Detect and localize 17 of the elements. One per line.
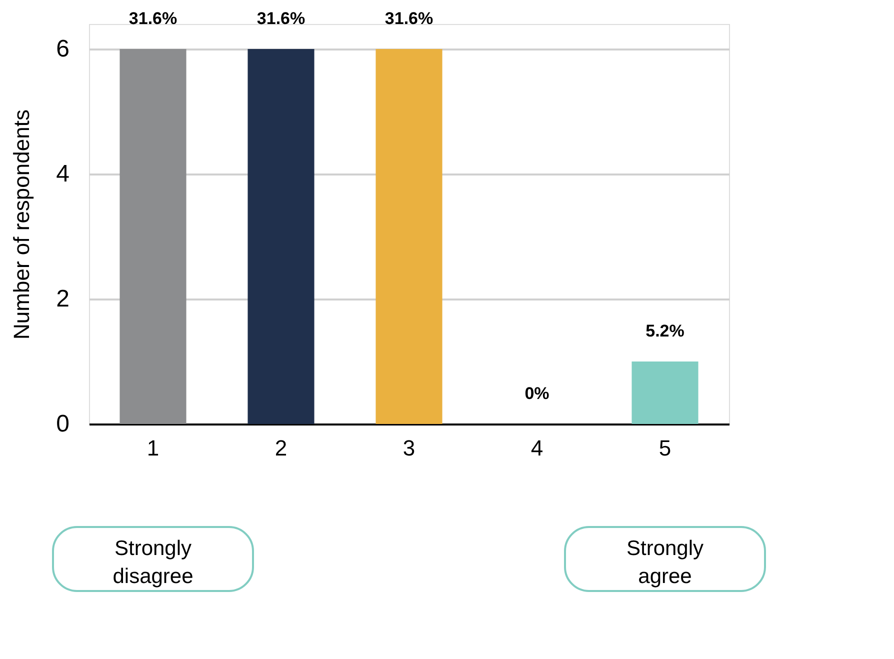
annotation: 31.6% <box>256 9 306 28</box>
y-axis-title: Number of respondents <box>9 110 34 340</box>
x-tick-label: 1 <box>146 436 160 460</box>
x-tick-label: 5 <box>658 436 672 460</box>
text: Strongly agree <box>626 537 704 588</box>
annotation: 31.6% <box>128 9 178 28</box>
annotation: 31.6% <box>384 9 434 28</box>
y-tick-label: 6 <box>56 36 70 62</box>
x-tick-label: 2 <box>274 436 288 460</box>
x-tick-label: 4 <box>530 436 544 460</box>
annotation: 0% <box>524 384 550 403</box>
text: Strongly disagree <box>112 537 194 588</box>
x-tick-label: 3 <box>402 436 416 460</box>
y-tick-label: 2 <box>56 286 70 312</box>
annotation: 5.2% <box>646 322 684 340</box>
y-tick-label: 4 <box>56 160 70 188</box>
y-tick-label: 0 <box>56 410 70 438</box>
